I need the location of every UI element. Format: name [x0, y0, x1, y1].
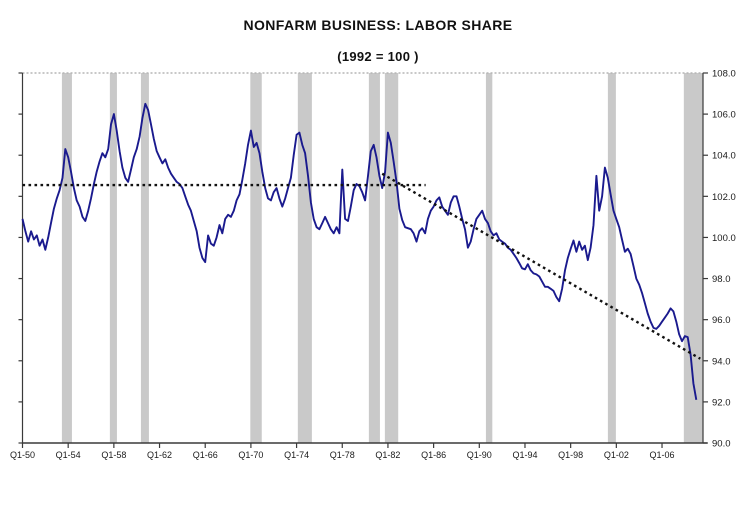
- recession-band: [485, 73, 493, 443]
- recession-band: [384, 73, 399, 443]
- y-axis-label: 92.0: [712, 397, 731, 408]
- recession-band: [250, 73, 262, 443]
- x-axis-label: Q1-58: [101, 450, 126, 460]
- recession-band: [607, 73, 616, 443]
- chart-title: NONFARM BUSINESS: LABOR SHARE: [243, 17, 513, 33]
- x-axis-label: Q1-54: [56, 450, 81, 460]
- x-axis-label: Q1-70: [238, 450, 263, 460]
- trend-line-declining-trend-post-1980s: [381, 172, 701, 360]
- x-axis-label: Q1-62: [147, 450, 172, 460]
- y-axis-label: 104.0: [712, 151, 736, 162]
- recession-band: [683, 73, 703, 443]
- y-axis-label: 108.0: [712, 69, 736, 80]
- y-axis-label: 106.0: [712, 110, 736, 121]
- x-axis-label: Q1-98: [558, 450, 583, 460]
- y-axis-label: 102.0: [712, 192, 736, 203]
- x-axis-label: Q1-06: [650, 450, 675, 460]
- y-axis-label: 100.0: [712, 233, 736, 244]
- chart-subtitle: (1992 = 100 ): [337, 49, 419, 64]
- recession-band: [368, 73, 380, 443]
- x-axis-label: Q1-02: [604, 450, 629, 460]
- x-axis-label: Q1-74: [284, 450, 309, 460]
- y-axis-label: 96.0: [712, 315, 731, 326]
- y-axis-label: 98.0: [712, 274, 731, 285]
- x-axis-label: Q1-66: [193, 450, 218, 460]
- labor-share-line: [21, 102, 698, 400]
- y-axis-label: 94.0: [712, 356, 731, 367]
- x-axis-label: Q1-86: [421, 450, 446, 460]
- recession-band: [61, 73, 72, 443]
- y-axis-label: 90.0: [712, 439, 731, 450]
- recession-band: [109, 73, 117, 443]
- x-axis-label: Q1-94: [512, 450, 537, 460]
- recession-band: [140, 73, 149, 443]
- x-axis-label: Q1-50: [10, 450, 35, 460]
- recession-band: [297, 73, 312, 443]
- x-axis-label: Q1-78: [330, 450, 355, 460]
- x-axis-label: Q1-90: [467, 450, 492, 460]
- x-axis-label: Q1-82: [375, 450, 400, 460]
